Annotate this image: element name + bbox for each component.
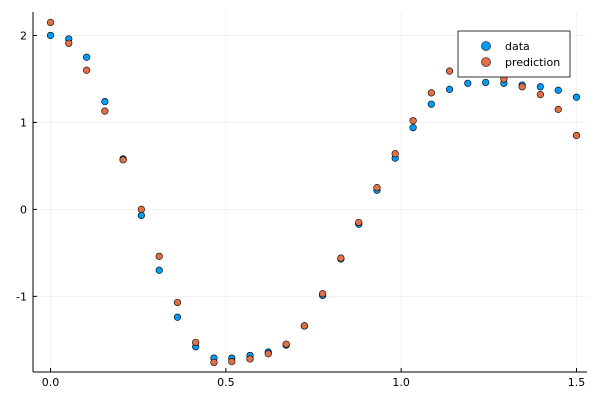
data-point-prediction — [228, 357, 236, 366]
data-points — [46, 18, 581, 367]
data-point-data — [464, 79, 472, 87]
data-point-prediction — [373, 184, 381, 192]
y-tick-label: 0 — [20, 203, 27, 216]
data-point-prediction — [101, 107, 109, 115]
series-prediction-points — [46, 18, 581, 367]
tick-labels: 0.0 0.5 1.0 1.5 -1 0 1 2 — [16, 29, 585, 389]
y-tick-label: 1 — [20, 116, 27, 129]
data-point-prediction — [246, 355, 254, 363]
data-point-data — [572, 93, 581, 101]
axes — [32, 12, 587, 373]
y-tick-label: 2 — [20, 29, 27, 42]
data-point-data — [536, 83, 544, 91]
data-point-data — [101, 97, 109, 106]
legend-marker-prediction — [481, 57, 491, 67]
legend-box — [457, 30, 571, 78]
data-point-data — [83, 53, 91, 61]
grid-lines — [33, 12, 587, 372]
x-tick-label: 1.5 — [568, 376, 586, 389]
data-point-prediction — [173, 298, 182, 307]
data-point-data — [137, 211, 145, 220]
y-tick-label: -1 — [16, 290, 27, 303]
x-tick-label: 0.0 — [42, 376, 60, 389]
data-point-prediction — [554, 105, 562, 113]
data-point-data — [46, 31, 55, 40]
data-point-data — [173, 313, 182, 321]
data-point-data — [155, 266, 163, 274]
legend-label-prediction: prediction — [505, 56, 560, 69]
data-point-prediction — [337, 254, 345, 262]
data-point-prediction — [355, 218, 363, 227]
data-point-prediction — [445, 67, 454, 75]
x-tick-label: 1.0 — [392, 376, 410, 389]
data-point-data — [482, 78, 490, 87]
data-point-prediction — [264, 350, 272, 358]
data-point-prediction — [137, 205, 145, 213]
legend-marker-data — [481, 41, 491, 51]
data-point-data — [445, 85, 454, 93]
data-point-prediction — [210, 358, 218, 367]
data-point-data — [427, 100, 435, 108]
data-point-prediction — [155, 252, 163, 260]
data-point-prediction — [409, 117, 417, 125]
data-point-prediction — [391, 150, 399, 158]
x-tick-label: 0.5 — [217, 376, 235, 389]
data-point-prediction — [282, 340, 290, 348]
data-point-prediction — [119, 156, 127, 164]
data-point-data — [554, 86, 562, 94]
data-point-prediction — [192, 338, 200, 347]
legend-label-data: data — [505, 40, 530, 53]
data-point-prediction — [427, 89, 435, 97]
data-point-prediction — [46, 18, 55, 27]
data-point-prediction — [518, 83, 526, 91]
data-point-prediction — [572, 131, 581, 140]
data-point-prediction — [65, 39, 73, 47]
data-point-prediction — [300, 322, 308, 330]
data-point-data — [409, 124, 417, 132]
data-point-prediction — [319, 290, 327, 298]
data-point-prediction — [83, 66, 91, 74]
legend: data prediction — [457, 30, 571, 78]
data-point-prediction — [536, 91, 544, 99]
